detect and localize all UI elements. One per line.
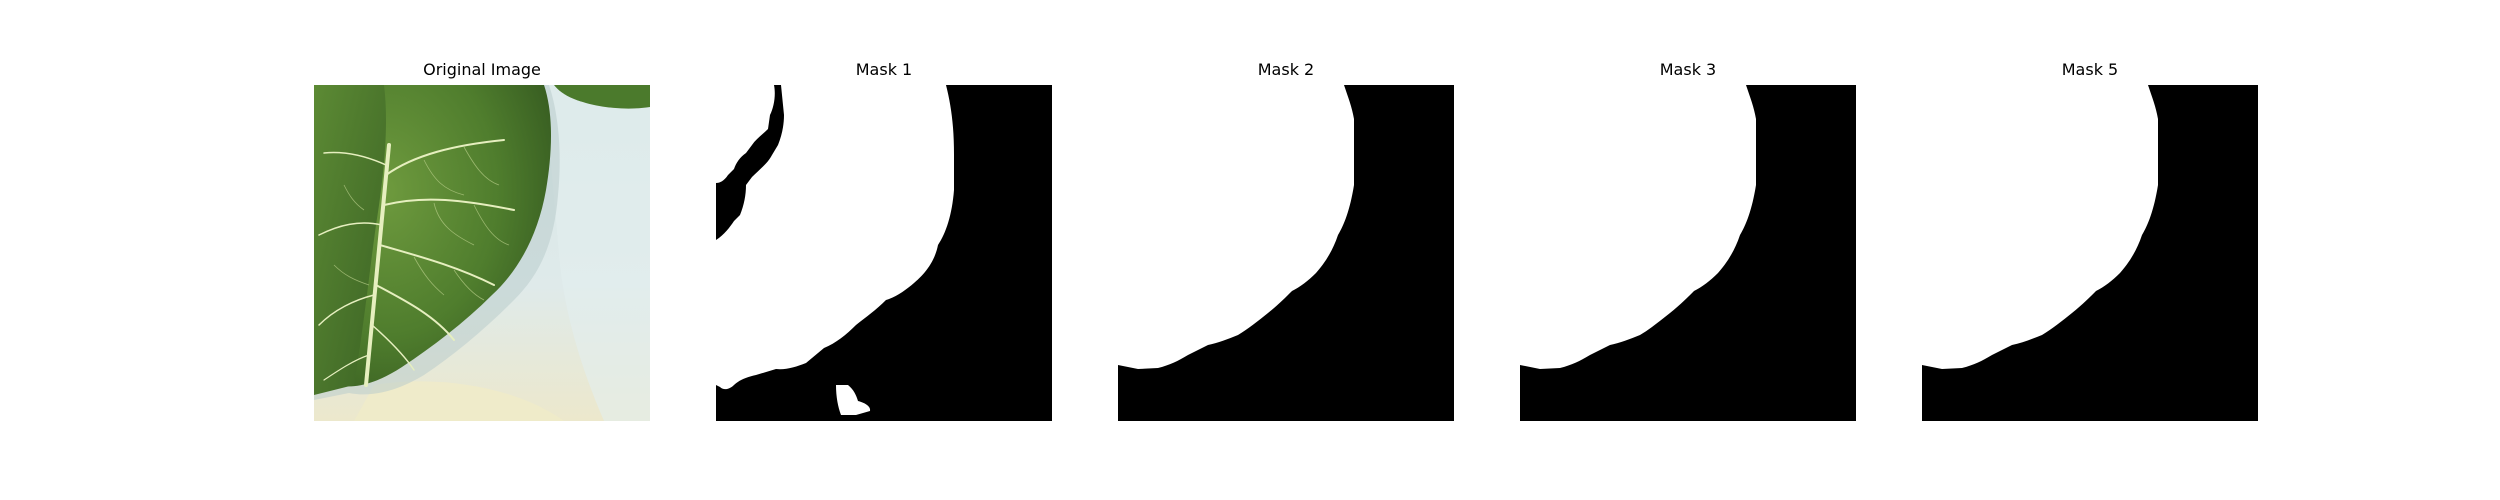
panel-title: Mask 2 — [1257, 60, 1315, 79]
mask-1-image — [716, 85, 1052, 421]
panel-mask-3: Mask 3 — [1520, 0, 1856, 500]
mask-foreground — [1520, 85, 1756, 369]
panel-mask-5: Mask 5 — [1922, 0, 2258, 500]
panel-title: Mask 3 — [1659, 60, 1717, 79]
mask-small-blob — [836, 385, 871, 415]
mask-foreground — [1118, 85, 1354, 369]
panel-title: Original Image — [423, 60, 541, 79]
panel-mask-2: Mask 2 — [1118, 0, 1454, 500]
tray-highlight — [544, 85, 650, 421]
mask-image — [1922, 85, 2258, 421]
mask-image — [716, 85, 1052, 421]
mask-foreground — [716, 85, 954, 390]
panel-title: Mask 1 — [855, 60, 913, 79]
panel-mask-1: Mask 1 — [716, 0, 1052, 500]
leaf-minor-veins — [333, 146, 510, 301]
mask-2-image — [1118, 85, 1454, 421]
mask-image — [1118, 85, 1454, 421]
leaf-veins — [318, 139, 515, 387]
original-image — [314, 85, 650, 421]
panel-original-image: Original Image — [314, 0, 650, 500]
mask-foreground — [1922, 85, 2158, 369]
mask-5-image — [1922, 85, 2258, 421]
tray-warm-area — [354, 381, 564, 421]
top-right-leaf — [554, 85, 650, 109]
leaf-photo — [314, 85, 650, 421]
left-leaf — [314, 85, 387, 395]
mask-image — [1520, 85, 1856, 421]
mask-3-image — [1520, 85, 1856, 421]
mask-top-left-region — [716, 85, 775, 183]
panel-title: Mask 5 — [2061, 60, 2119, 79]
